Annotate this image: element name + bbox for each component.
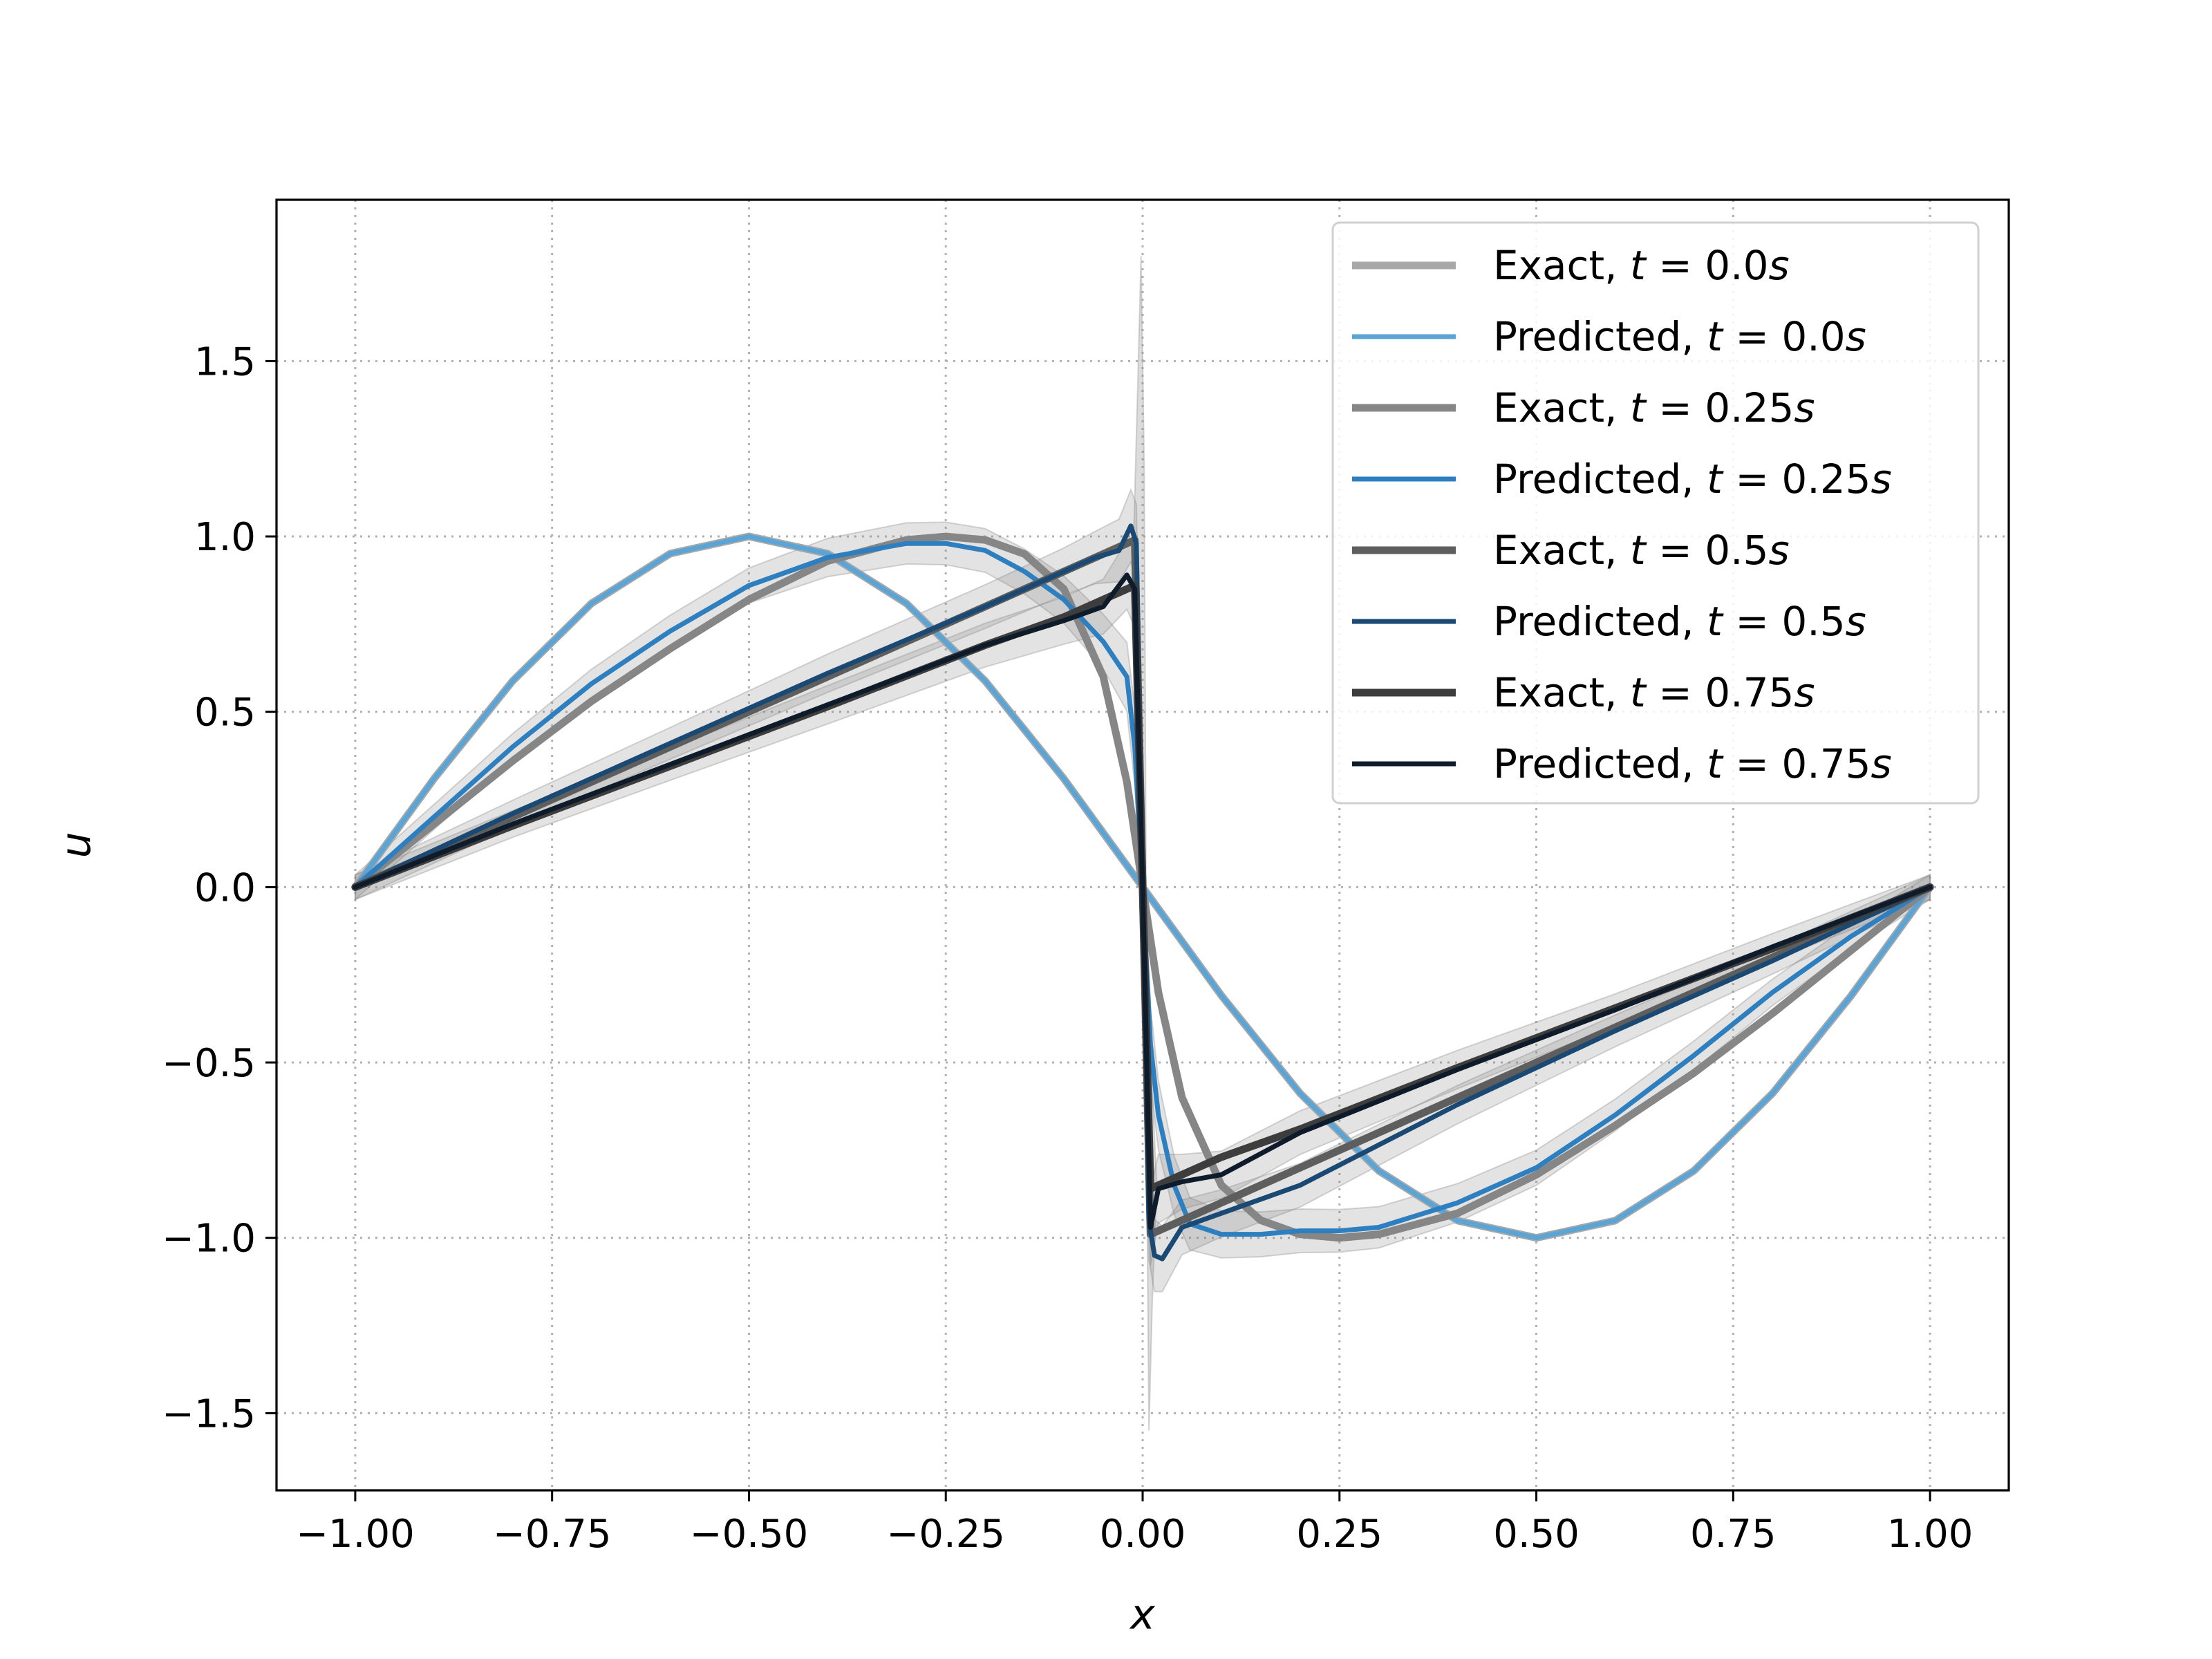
legend-prefix: Exact, <box>1493 527 1630 574</box>
legend-prefix: Predicted, <box>1493 313 1707 360</box>
legend-eq: = <box>1646 527 1705 574</box>
x-axis: −1.00 −0.75 −0.50 −0.25 0.00 0.25 0.50 0.75 1.00 <box>296 1490 1973 1557</box>
legend-label: Exact, t = 0.0s <box>1493 242 1790 289</box>
legend-prefix: Predicted, <box>1493 456 1707 503</box>
x-tick-label: −1.00 <box>296 1512 415 1557</box>
x-axis-label: x <box>1129 1591 1155 1639</box>
legend-label: Predicted, t = 0.0s <box>1493 313 1866 360</box>
legend-eq: = <box>1646 669 1705 716</box>
legend-unit: s <box>1769 242 1790 289</box>
legend-prefix: Predicted, <box>1493 740 1707 787</box>
legend-eq: = <box>1723 598 1781 645</box>
y-tick-label: 0.0 <box>194 865 256 910</box>
legend-unit: s <box>1846 313 1866 360</box>
legend-label: Exact, t = 0.75s <box>1493 669 1815 716</box>
legend-t-symbol: t <box>1630 384 1647 431</box>
legend-unit: s <box>1871 740 1892 787</box>
legend-t-symbol: t <box>1707 740 1724 787</box>
y-axis-label: u <box>52 832 100 858</box>
legend-eq: = <box>1723 740 1781 787</box>
legend-label: Exact, t = 0.5s <box>1493 527 1790 574</box>
legend-label: Predicted, t = 0.25s <box>1493 456 1892 503</box>
x-tick-label: 0.75 <box>1690 1512 1777 1557</box>
series-lines <box>351 523 1934 1262</box>
legend-eq: = <box>1723 456 1781 503</box>
legend-t-symbol: t <box>1707 456 1724 503</box>
y-tick-label: −0.5 <box>162 1041 256 1086</box>
legend-prefix: Predicted, <box>1493 598 1707 645</box>
legend-prefix: Exact, <box>1493 384 1630 431</box>
legend-t-symbol: t <box>1707 598 1724 645</box>
y-tick-label: −1.0 <box>162 1217 256 1262</box>
legend-t-symbol: t <box>1630 527 1647 574</box>
legend-unit: s <box>1769 527 1790 574</box>
legend-t-value: 0.5 <box>1705 527 1768 574</box>
legend-eq: = <box>1646 242 1705 289</box>
legend-t-value: 0.0 <box>1705 242 1768 289</box>
x-tick-label: 0.00 <box>1100 1512 1186 1557</box>
y-tick-label: 1.0 <box>194 515 256 560</box>
legend-eq: = <box>1723 313 1781 360</box>
legend-eq: = <box>1646 384 1705 431</box>
y-tick-label: 1.5 <box>194 339 256 384</box>
x-tick-label: −0.50 <box>690 1512 809 1557</box>
y-tick-label: 0.5 <box>194 691 256 735</box>
x-tick-label: 1.00 <box>1887 1512 1974 1557</box>
legend-label: Exact, t = 0.25s <box>1493 384 1815 431</box>
legend-t-value: 0.75 <box>1705 669 1794 716</box>
legend-t-value: 0.75 <box>1781 740 1871 787</box>
legend-unit: s <box>1794 384 1815 431</box>
legend-t-value: 0.25 <box>1705 384 1794 431</box>
legend-t-value: 0.25 <box>1781 456 1871 503</box>
legend-unit: s <box>1794 669 1815 716</box>
x-tick-label: 0.50 <box>1493 1512 1580 1557</box>
legend-label: Predicted, t = 0.75s <box>1493 740 1892 787</box>
legend-label: Predicted, t = 0.5s <box>1493 598 1866 645</box>
legend-prefix: Exact, <box>1493 669 1630 716</box>
legend-t-symbol: t <box>1707 313 1724 360</box>
legend-box <box>1331 221 1980 805</box>
legend-prefix: Exact, <box>1493 242 1630 289</box>
legend-t-value: 0.5 <box>1781 598 1845 645</box>
legend-unit: s <box>1846 598 1866 645</box>
y-tick-label: −1.5 <box>162 1391 256 1436</box>
x-tick-label: 0.25 <box>1296 1512 1382 1557</box>
x-tick-label: −0.75 <box>493 1512 612 1557</box>
legend-t-symbol: t <box>1630 669 1647 716</box>
legend-unit: s <box>1871 456 1892 503</box>
legend-t-symbol: t <box>1630 242 1647 289</box>
series-line-7 <box>353 572 1933 1230</box>
legend-t-value: 0.0 <box>1781 313 1845 360</box>
x-tick-label: −0.25 <box>886 1512 1005 1557</box>
y-axis: −1.5 −1.0 −0.5 0.0 0.5 1.0 1.5 <box>162 339 276 1436</box>
